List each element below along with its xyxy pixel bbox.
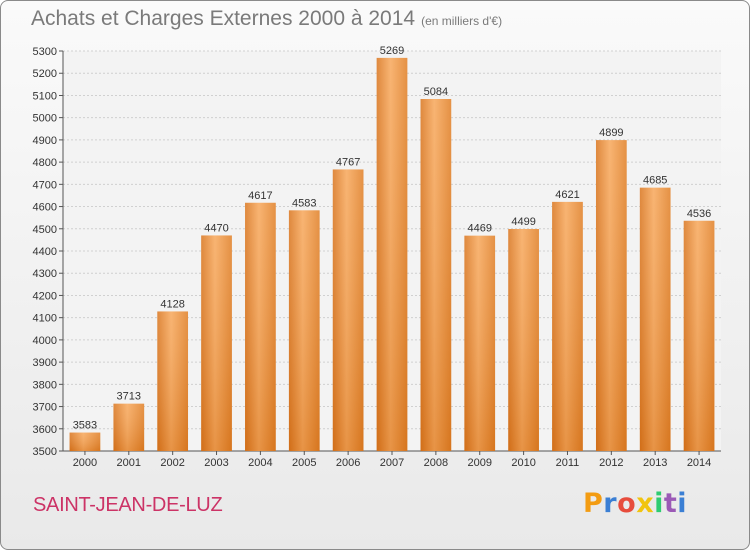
- x-tick-label: 2011: [556, 457, 580, 469]
- x-tick-label: 2005: [292, 457, 316, 469]
- chart-title-text: Achats et Charges Externes 2000 à 2014: [31, 7, 416, 30]
- bar-shade: [683, 220, 715, 451]
- data-label: 4621: [555, 189, 579, 201]
- y-tick-label: 3700: [33, 402, 57, 414]
- data-label: 4685: [643, 175, 667, 187]
- bar-layer: [69, 57, 715, 452]
- x-tick-label: 2000: [73, 457, 97, 469]
- logo-letter: P: [583, 488, 604, 519]
- bar-shade: [113, 403, 145, 451]
- bar-shade: [288, 210, 320, 451]
- y-tick-label: 4000: [33, 335, 57, 347]
- y-tick-label: 5000: [33, 113, 57, 125]
- x-tick-label: 2001: [117, 457, 141, 469]
- bar-shade: [595, 140, 627, 451]
- data-label: 3713: [117, 391, 141, 403]
- y-tick-label: 4900: [33, 135, 57, 147]
- y-tick-label: 4700: [33, 179, 57, 191]
- data-label: 4470: [204, 222, 228, 234]
- y-tick-label: 4500: [33, 224, 57, 236]
- data-label: 4536: [687, 208, 711, 220]
- data-label: 4499: [511, 216, 535, 228]
- y-tick-label: 4200: [33, 290, 57, 302]
- logo-letter: i: [677, 488, 688, 519]
- y-tick-label: 5200: [33, 68, 57, 80]
- bar-shade: [201, 235, 232, 451]
- logo-letter: x: [636, 488, 655, 519]
- x-tick-label: 2012: [599, 457, 623, 469]
- bar-shade: [245, 202, 276, 451]
- x-tick-label: 2004: [248, 457, 272, 469]
- data-label: 4128: [160, 298, 184, 310]
- axis-layer: 3500 3600 3700 3800 3900 4000 4100 4200 4300 4400…: [33, 46, 721, 469]
- x-tick-label: 2009: [467, 457, 491, 469]
- proxiti-logo: Proxiti: [583, 488, 687, 519]
- bar-shade: [376, 57, 408, 452]
- x-tick-label: 2006: [336, 457, 360, 469]
- x-tick-label: 2013: [643, 457, 667, 469]
- x-tick-label: 2008: [424, 457, 448, 469]
- y-tick-label: 4100: [33, 313, 57, 325]
- x-tick-label: 2007: [380, 457, 404, 469]
- data-label: 3583: [73, 420, 97, 432]
- bar-shade: [420, 99, 452, 451]
- y-tick-label: 3800: [33, 379, 57, 391]
- bar-shade: [157, 311, 189, 451]
- y-tick-label: 4800: [33, 157, 57, 169]
- city-name: SAINT-JEAN-DE-LUZ: [33, 494, 223, 516]
- bar-shade: [639, 187, 671, 451]
- y-tick-label: 5100: [33, 90, 57, 102]
- logo-letter: o: [617, 488, 637, 519]
- y-tick-label: 5300: [33, 46, 57, 58]
- data-label: 4583: [292, 197, 316, 209]
- y-tick-label: 3500: [33, 446, 57, 458]
- y-tick-label: 4600: [33, 202, 57, 214]
- label-layer: 3583 3713 4128 4470 4617 4583 4767 5269 5084 4469…: [73, 45, 712, 432]
- x-tick-label: 2002: [160, 457, 184, 469]
- chart-title: Achats et Charges Externes 2000 à 2014 (e…: [31, 7, 502, 31]
- y-tick-label: 3600: [33, 424, 57, 436]
- chart-subtitle: (en milliers d'€): [421, 14, 503, 28]
- bar-shade: [552, 201, 583, 451]
- data-label: 4617: [248, 190, 272, 202]
- x-tick-label: 2003: [204, 457, 228, 469]
- bar-shade: [332, 169, 364, 451]
- data-label: 4469: [467, 223, 491, 235]
- data-label: 4767: [336, 156, 360, 168]
- bar-shade: [69, 432, 101, 451]
- y-tick-label: 3900: [33, 357, 57, 369]
- x-tick-label: 2010: [511, 457, 535, 469]
- y-tick-label: 4400: [33, 246, 57, 258]
- y-tick-label: 4300: [33, 268, 57, 280]
- logo-letter: r: [603, 488, 618, 519]
- bar-shade: [464, 235, 496, 451]
- logo-letter: t: [663, 488, 678, 519]
- x-tick-label: 2014: [687, 457, 711, 469]
- data-label: 5269: [380, 45, 404, 57]
- data-label: 4899: [599, 127, 623, 139]
- data-label: 5084: [424, 86, 448, 98]
- logo-letter: i: [654, 488, 664, 519]
- bar-shade: [508, 229, 539, 451]
